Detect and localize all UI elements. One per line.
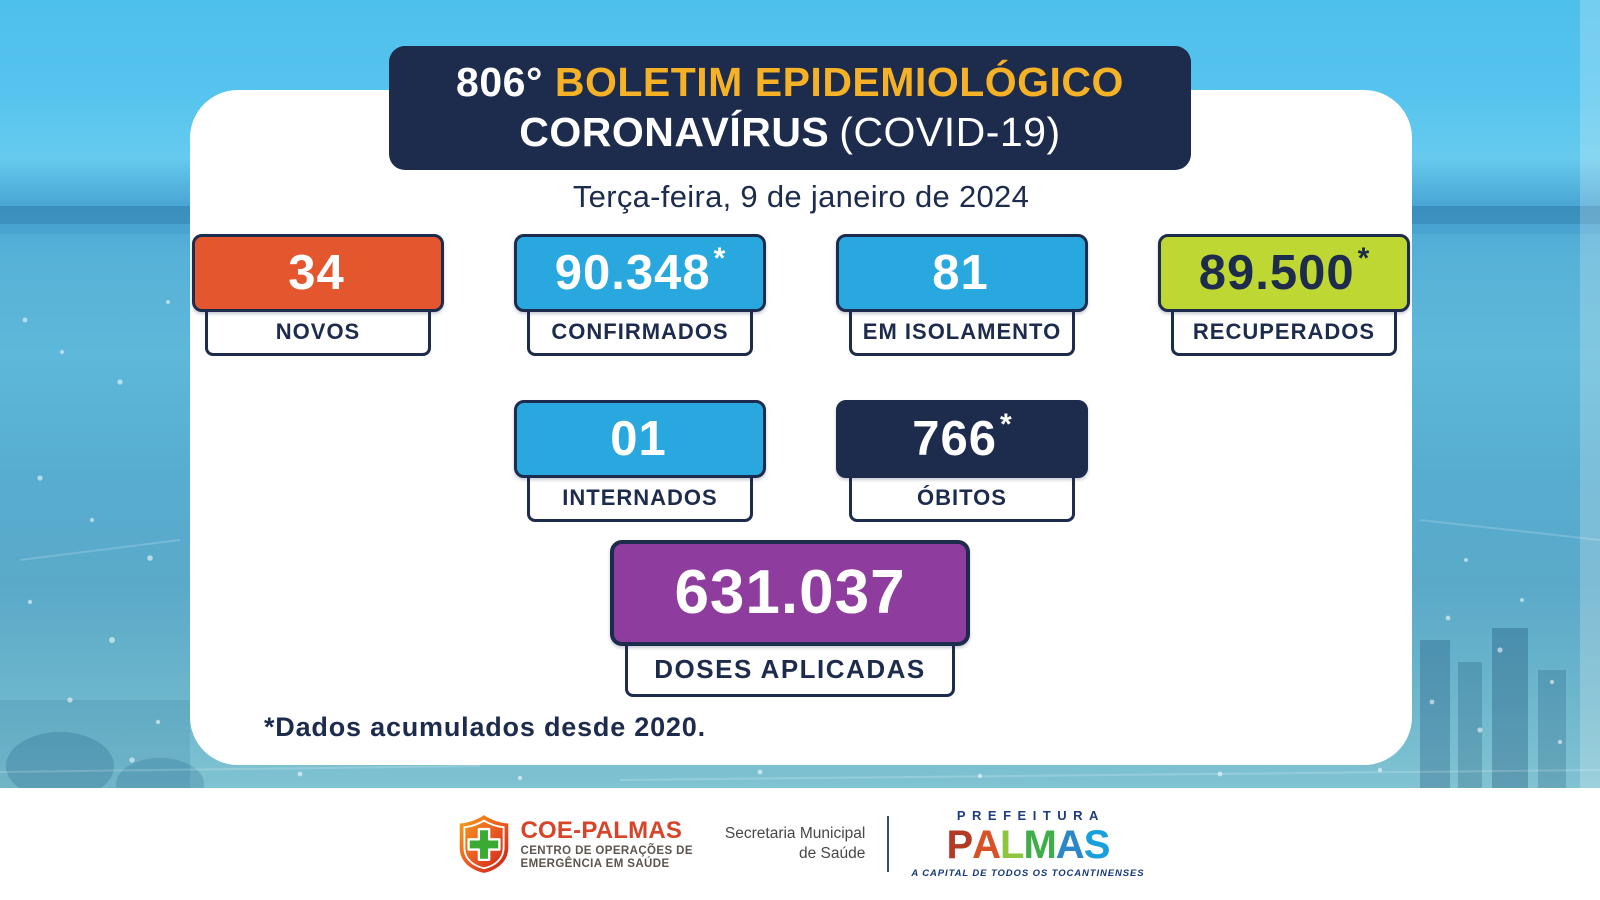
palmas-letter: L [1000, 823, 1024, 868]
stat-label: INTERNADOS [527, 470, 753, 522]
footer-divider [887, 816, 890, 872]
stat-asterisk: * [1357, 242, 1370, 275]
stat-value: 01 [610, 411, 667, 466]
stat-card-recuperados: 89.500 * RECUPERADOS [1158, 234, 1410, 356]
stat-card-doses-aplicadas: 631.037 DOSES APLICADAS [610, 540, 970, 697]
palmas-letter: M [1023, 823, 1056, 868]
stat-card-novos: 34 NOVOS [192, 234, 444, 356]
stat-value: 81 [932, 245, 989, 300]
stats-grid: 34 NOVOS 90.348 * CONFIRMADOS 81 EM ISOLA… [190, 234, 1412, 522]
stat-value-box: 01 [514, 400, 766, 478]
coe-name: COE-PALMAS [520, 817, 683, 845]
palmas-letter: P [946, 823, 973, 868]
prefeitura-palmas-logo: PREFEITURA PALMAS A CAPITAL DE TODOS OS … [911, 809, 1144, 879]
title-line-2: CORONAVÍRUS (COVID-19) [397, 107, 1183, 157]
coe-subtitle-line2: EMERGÊNCIA EM SAÚDE [520, 857, 670, 870]
disease-name: CORONAVÍRUS [519, 109, 830, 156]
secretaria-line2: de Saúde [798, 845, 866, 862]
title-line-1: 806° BOLETIM EPIDEMIOLÓGICO [397, 57, 1183, 107]
stat-value: 34 [288, 245, 345, 300]
secretaria-line1: Secretaria Municipal [724, 824, 866, 842]
doses-value: 631.037 [674, 558, 906, 627]
stat-label: CONFIRMADOS [527, 304, 753, 356]
stat-card-internados: 01 INTERNADOS [514, 400, 766, 522]
title-banner: 806° BOLETIM EPIDEMIOLÓGICO CORONAVÍRUS (C… [389, 46, 1191, 171]
stat-card-confirmados: 90.348 * CONFIRMADOS [514, 234, 766, 356]
coe-subtitle-line1: CENTRO DE OPERAÇÕES DE [520, 844, 693, 857]
palmas-letter: A [972, 823, 1001, 868]
bulletin-date: Terça-feira, 9 de janeiro de 2024 [572, 179, 1030, 214]
bulletin-number: 806° [456, 59, 543, 105]
stat-value-box: 34 [192, 234, 444, 312]
stat-value: 89.500 [1198, 245, 1355, 300]
stat-value: 766 [912, 411, 998, 466]
palmas-letter: A [1055, 823, 1085, 868]
stat-asterisk: * [1000, 408, 1012, 441]
palmas-wordmark: PALMAS [911, 825, 1144, 865]
palmas-letter: S [1083, 823, 1111, 868]
footer-logos: COE-PALMAS CENTRO DE OPERAÇÕES DE EMERGÊ… [0, 788, 1600, 900]
stat-value-box: 89.500 * [1158, 234, 1410, 312]
prefeitura-label: PREFEITURA [956, 808, 1105, 824]
stat-label: EM ISOLAMENTO [849, 304, 1075, 356]
bulletin-title: BOLETIM EPIDEMIOLÓGICO [554, 59, 1124, 105]
coe-shield-icon [459, 815, 508, 873]
footnote: *Dados acumulados desde 2020. [264, 712, 706, 742]
coe-text-block: COE-PALMAS CENTRO DE OPERAÇÕES DE EMERGÊ… [521, 818, 693, 869]
stat-value: 90.348 [554, 245, 711, 300]
stat-value-box: 81 [836, 234, 1088, 312]
stat-asterisk: * [713, 242, 726, 275]
stat-value-box: 90.348 * [514, 234, 766, 312]
coe-palmas-logo: COE-PALMAS CENTRO DE OPERAÇÕES DE EMERGÊ… [456, 813, 693, 875]
secretaria-municipal-text: Secretaria Municipal de Saúde [725, 824, 865, 864]
stat-card-obitos: 766 * ÓBITOS [836, 400, 1088, 522]
doses-value-box: 631.037 [610, 540, 970, 646]
stat-card-em-isolamento: 81 EM ISOLAMENTO [836, 234, 1088, 356]
disease-abbrev: (COVID-19) [839, 109, 1061, 156]
prefeitura-tagline: A CAPITAL DE TODOS OS TOCANTINENSES [911, 868, 1145, 880]
stat-value-box: 766 * [836, 400, 1088, 478]
